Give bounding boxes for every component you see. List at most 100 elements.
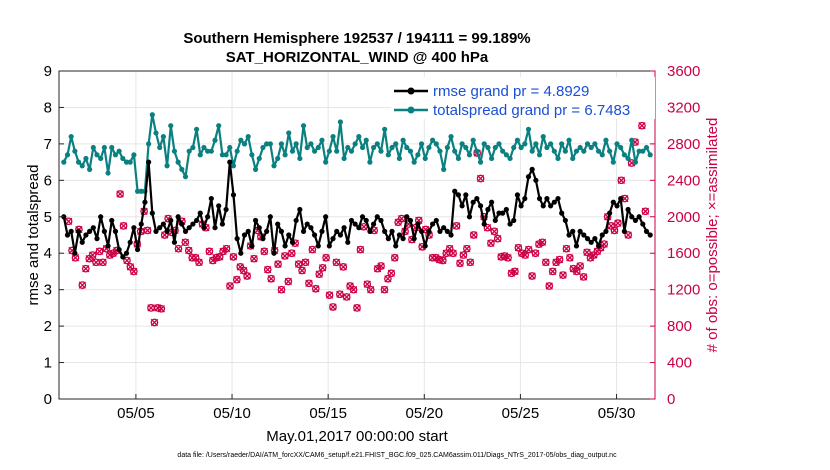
rmse-point [540, 203, 546, 209]
obs-assimilated-marker [452, 222, 461, 230]
obs-assimilated-marker [195, 258, 203, 266]
totalspread-point [179, 166, 185, 172]
totalspread-point [168, 123, 174, 129]
rmse-point [370, 221, 377, 227]
obs-possible-marker [600, 240, 609, 248]
rmse-point [193, 217, 200, 224]
totalspread-point [186, 148, 192, 154]
rmse-point [105, 243, 111, 249]
rmse-point [157, 225, 163, 231]
totalspread-point [548, 141, 554, 147]
rmse-point [149, 210, 155, 216]
totalspread-point [94, 152, 100, 158]
totalspread-point [300, 123, 307, 129]
totalspread-point [153, 130, 159, 136]
obs-assimilated-marker [294, 260, 303, 268]
totalspread-point [197, 152, 203, 158]
totalspread-point [83, 155, 89, 162]
totalspread-point [227, 144, 233, 151]
obs-possible-marker [559, 271, 567, 279]
obs-assimilated-marker [240, 266, 248, 275]
rmse-point [514, 192, 521, 198]
obs-possible-marker [566, 253, 574, 262]
obs-assimilated-marker [336, 290, 344, 298]
totalspread-point [481, 141, 487, 147]
obs-assimilated-marker [315, 270, 323, 278]
obs-assimilated-marker [308, 245, 317, 254]
totalspread-point [304, 144, 310, 151]
obs-assimilated-marker [524, 245, 533, 254]
obs-assimilated-marker [391, 254, 399, 262]
obs-assimilated-marker [301, 258, 310, 266]
totalspread-point [544, 144, 550, 151]
rmse-point [116, 246, 122, 253]
obs-assimilated-marker [216, 253, 224, 261]
obs-possible-marker [332, 258, 341, 267]
totalspread-point [522, 141, 528, 147]
rmse-point [393, 243, 399, 249]
obs-assimilated-marker [360, 223, 368, 231]
legend: rmse grand pr = 4.8929 totalspread grand… [391, 77, 655, 119]
obs-possible-marker [184, 246, 193, 255]
obs-assimilated-marker [459, 251, 468, 259]
obs-possible-marker [377, 262, 385, 270]
totalspread-point [138, 188, 144, 194]
totalspread-point [308, 141, 314, 147]
obs-assimilated-marker [205, 247, 214, 256]
rmse-point [308, 225, 314, 231]
totalspread-point [330, 134, 336, 140]
totalspread-point [404, 144, 410, 151]
totalspread-point [359, 144, 366, 151]
x-tick-label: 05/25 [502, 405, 540, 422]
obs-possible-marker [250, 254, 258, 263]
totalspread-point [581, 148, 587, 154]
obs-possible-marker [576, 262, 585, 270]
obs-assimilated-marker [377, 262, 385, 270]
rmse-point [348, 217, 355, 224]
y-axis-label-right: # of obs: o=possible; ×=assimilated [704, 118, 721, 353]
totalspread-point [146, 141, 152, 147]
rmse-point [252, 217, 259, 224]
rmse-point [588, 239, 594, 245]
totalspread-point [511, 144, 517, 151]
rmse-point [87, 228, 93, 234]
obs-assimilated-marker [288, 249, 296, 257]
rmse-point [216, 203, 222, 209]
totalspread-point [466, 152, 473, 158]
right-axis-ticks: 0 400 800 1200 1600 2000 2400 2800 3200 3600 [650, 63, 700, 408]
rmse-point [300, 228, 307, 234]
y-tick-label: 7 [44, 136, 52, 153]
obs-assimilated-marker [356, 245, 365, 254]
totalspread-point [334, 148, 340, 154]
rmse-point [584, 236, 591, 242]
rmse-point [518, 203, 524, 209]
obs-assimilated-marker [92, 258, 100, 266]
rmse-point [293, 217, 299, 224]
totalspread-point [474, 148, 480, 154]
totalspread-point [134, 188, 141, 194]
obs-possible-marker [267, 274, 276, 283]
obs-possible-marker [322, 253, 330, 262]
rmse-point [297, 206, 303, 213]
y-tick-label: 4 [44, 245, 52, 262]
totalspread-point [75, 159, 82, 165]
obs-assimilated-marker [233, 275, 241, 284]
totalspread-point [614, 141, 620, 147]
obs-assimilated-marker [325, 291, 334, 299]
y-tick-label: 2 [44, 318, 52, 335]
rmse-point [208, 195, 214, 202]
data-file-footnote: data file: /Users/raeder/DAI/ATM_forcXX/… [177, 452, 617, 459]
obs-assimilated-marker [387, 269, 395, 277]
totalspread-point [577, 144, 583, 151]
totalspread-point [171, 148, 178, 154]
y-tick-label: 0 [44, 391, 52, 408]
rmse-point [474, 195, 480, 202]
obs-assimilated-marker [274, 260, 282, 268]
obs-assimilated-marker [119, 222, 128, 230]
x-axis-ticks: 05/05 05/10 05/15 05/20 05/25 05/30 [117, 394, 635, 422]
rmse-point [134, 246, 141, 253]
totalspread-point [120, 155, 126, 162]
totalspread-point [87, 166, 93, 172]
rmse-point [411, 236, 417, 242]
